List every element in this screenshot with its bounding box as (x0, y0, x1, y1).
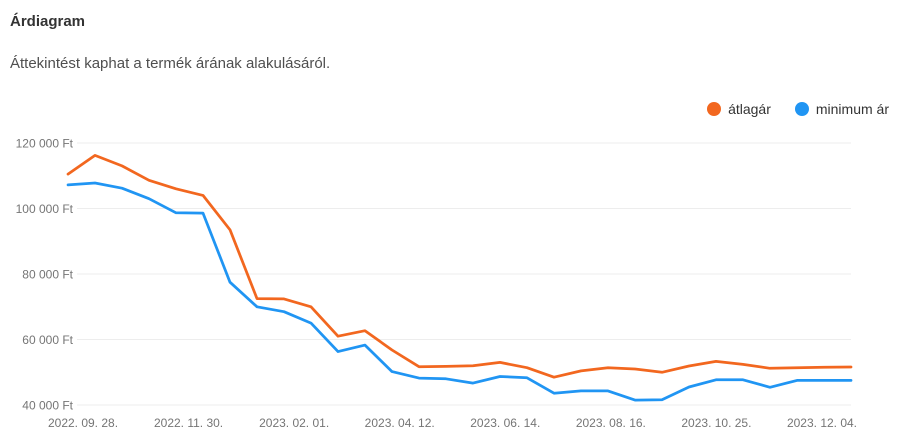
legend-item-min-price[interactable]: minimum ár (794, 101, 889, 117)
avg-price-legend-label: átlagár (728, 101, 771, 117)
y-axis-tick-label: 80 000 Ft (22, 268, 73, 282)
page-title: Árdiagram (10, 13, 86, 30)
x-axis-tick-label: 2023. 02. 01. (259, 416, 329, 430)
y-axis-tick-label: 40 000 Ft (22, 399, 73, 413)
legend-item-avg-price[interactable]: átlagár (707, 101, 771, 117)
x-axis-tick-label: 2023. 06. 14. (470, 416, 540, 430)
y-axis-tick-label: 60 000 Ft (22, 333, 73, 347)
x-axis-tick-label: 2022. 11. 30. (154, 416, 223, 430)
x-axis-tick-label: 2023. 04. 12. (365, 416, 435, 430)
min-price-legend-label: minimum ár (815, 101, 889, 117)
chart-legend: átlagár minimum ár (707, 101, 889, 117)
avg-price-legend-dot-icon (707, 102, 722, 116)
page-subtitle: Áttekintést kaphat a termék árának alaku… (10, 55, 331, 72)
x-axis-tick-label: 2023. 12. 04. (787, 416, 857, 430)
x-axis-tick-label: 2023. 10. 25. (681, 416, 751, 430)
y-axis-tick-label: 120 000 Ft (16, 137, 74, 151)
avg-price-line (66, 154, 853, 379)
x-axis-tick-label: 2022. 09. 28. (48, 416, 118, 430)
x-axis-tick-label: 2023. 08. 16. (576, 416, 646, 430)
y-axis-tick-label: 100 000 Ft (16, 202, 74, 216)
min-price-line (66, 181, 853, 402)
min-price-legend-dot-icon (794, 102, 809, 116)
